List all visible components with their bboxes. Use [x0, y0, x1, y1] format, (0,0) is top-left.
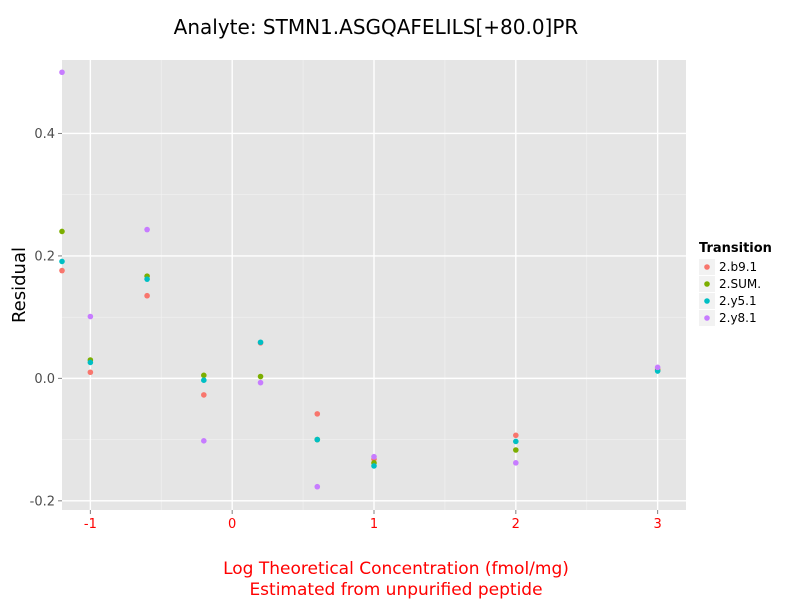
data-point [257, 373, 264, 380]
x-tick-label: 0 [228, 517, 236, 532]
data-point [144, 292, 150, 299]
y-axis-label: Residual [9, 247, 30, 323]
data-point [513, 438, 519, 445]
data-point [257, 339, 264, 346]
data-point [59, 258, 65, 265]
chart-title: Analyte: STMN1.ASGQAFELILS[+80.0]PR [174, 15, 579, 39]
legend-title: Transition [699, 241, 772, 256]
data-point [201, 392, 207, 398]
x-tick-label: 1 [370, 517, 378, 532]
data-point [371, 463, 377, 469]
data-point [314, 411, 321, 417]
data-points [59, 69, 661, 490]
legend-label: 2.y8.1 [719, 311, 757, 325]
legend-key-dot [704, 315, 710, 321]
y-tick-label: 0.4 [34, 127, 55, 142]
data-point [87, 369, 94, 376]
data-point [144, 276, 150, 282]
y-tick-label: 0.0 [34, 372, 55, 387]
data-point [59, 267, 65, 274]
data-point [513, 460, 519, 466]
legend-label: 2.y5.1 [719, 294, 757, 308]
data-point [314, 483, 321, 490]
x-axis-label-line1: Log Theoretical Concentration (fmol/mg) [223, 559, 569, 579]
legend-key-dot [704, 281, 710, 287]
x-tick-label: -1 [84, 517, 97, 532]
grid-major [62, 60, 686, 510]
legend-key-dot [704, 298, 710, 304]
data-point [371, 453, 377, 460]
data-point [513, 432, 519, 439]
x-tick-label: 2 [512, 517, 520, 532]
data-point [87, 359, 94, 366]
x-axis-label-line2: Estimated from unpurified peptide [249, 580, 542, 600]
legend-label: 2.SUM. [719, 277, 761, 291]
data-point [59, 69, 65, 76]
data-point [201, 438, 207, 444]
legend: Transition 2.b9.1 2.SUM. 2.y5.1 2.y8.1 [699, 241, 772, 326]
data-point [314, 436, 321, 443]
y-tick-label: 0.2 [34, 249, 55, 264]
data-point [144, 226, 150, 233]
legend-key-dot [704, 264, 710, 270]
y-tick-label: -0.2 [30, 494, 55, 509]
data-point [201, 372, 207, 379]
data-point [201, 377, 207, 384]
legend-label: 2.b9.1 [719, 260, 757, 274]
data-point [513, 447, 519, 453]
data-point [59, 228, 65, 235]
x-tick-label: 3 [653, 517, 661, 532]
y-axis-ticks: -0.2 0.0 0.2 0.4 [30, 127, 62, 509]
data-point [87, 313, 94, 320]
data-point [257, 379, 264, 386]
x-axis-ticks: -1 0 1 2 3 [84, 510, 662, 532]
data-point [654, 364, 661, 371]
